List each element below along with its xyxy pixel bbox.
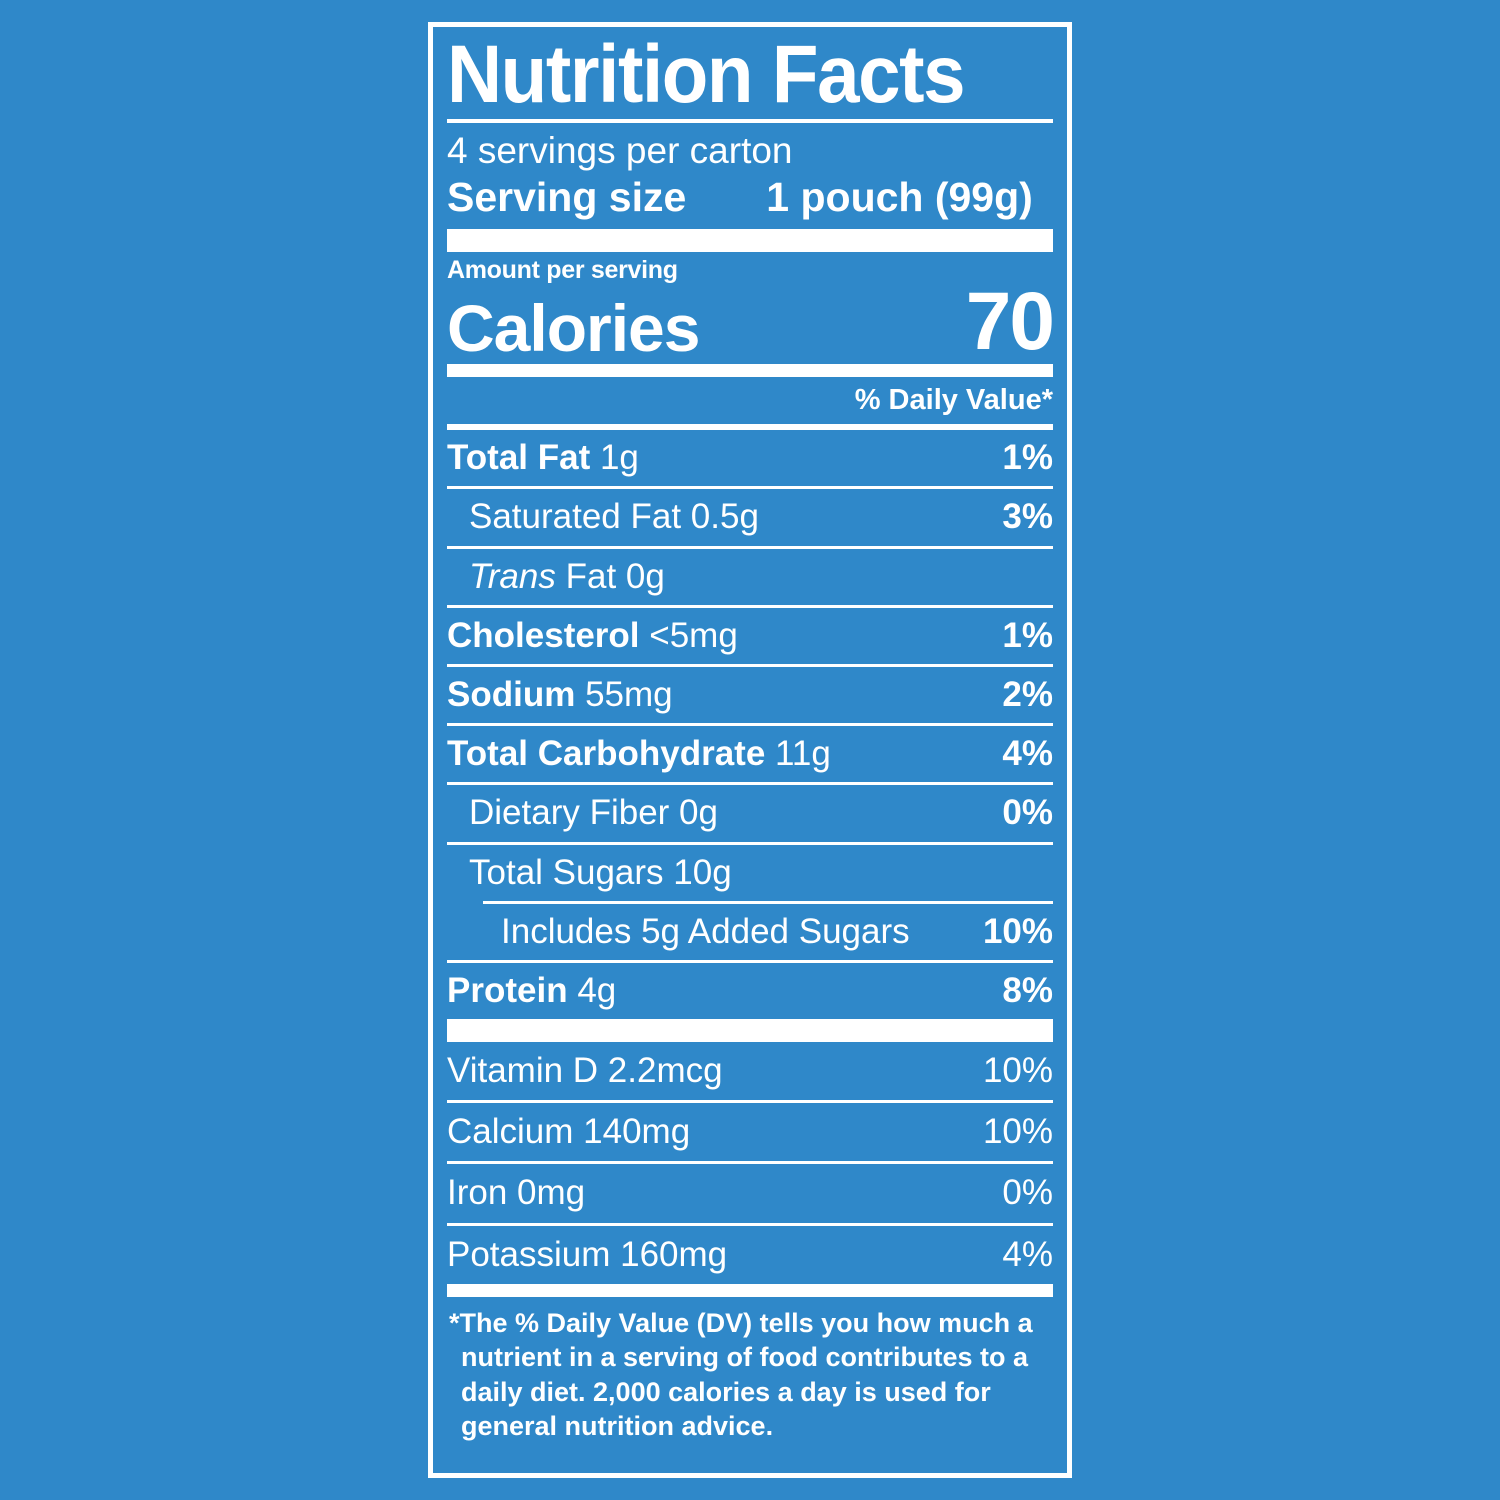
row-cholesterol: Cholesterol <5mg 1% (447, 608, 1053, 664)
row-trans-fat: Trans Fat 0g (447, 549, 1053, 605)
row-protein-amount: 4g (577, 970, 617, 1010)
row-vitamin-d-dv: 10% (982, 1051, 1053, 1091)
row-sodium-amount: 55mg (585, 674, 673, 714)
row-protein-name: Protein (447, 970, 568, 1010)
row-dietary-fiber-dv: 0% (1002, 793, 1053, 833)
row-cholesterol-name: Cholesterol (447, 615, 640, 655)
serving-size-value: 1 pouch (99g) (766, 174, 1033, 221)
row-total-fat-name: Total Fat (447, 438, 591, 478)
row-total-fat-label: Total Fat 1g (447, 438, 639, 477)
row-total-carbohydrate-amount: 11g (775, 734, 831, 774)
calories-row: Calories 70 (447, 276, 1055, 368)
row-potassium: Potassium 160mg 4% (447, 1226, 1053, 1284)
row-divider (447, 545, 1053, 549)
title-divider (447, 119, 1053, 124)
row-divider (447, 782, 1053, 786)
row-added-sugars-label: Includes 5g Added Sugars (501, 911, 910, 951)
row-total-carbohydrate-label: Total Carbohydrate 11g (447, 734, 831, 773)
row-potassium-dv: 4% (1002, 1234, 1053, 1274)
calories-value: 70 (965, 276, 1055, 368)
row-sodium: Sodium 55mg 2% (447, 667, 1053, 723)
row-iron-dv: 0% (1002, 1173, 1053, 1213)
row-calcium-dv: 10% (982, 1112, 1053, 1152)
row-sodium-dv: 2% (1002, 674, 1053, 714)
daily-value-header: % Daily Value* (854, 383, 1053, 416)
row-calcium-label: Calcium 140mg (447, 1112, 691, 1152)
row-trans-fat-label: Trans Fat 0g (469, 557, 665, 596)
row-divider (447, 1100, 1053, 1104)
row-divider-indented (483, 900, 1053, 904)
row-saturated-fat-dv: 3% (1002, 497, 1053, 537)
row-total-carbohydrate-dv: 4% (1002, 734, 1053, 774)
serving-size-row: Serving size 1 pouch (99g) (447, 174, 1053, 229)
row-divider (447, 486, 1053, 490)
row-total-fat-amount: 1g (599, 438, 639, 478)
bottom-spacer (447, 1450, 1053, 1473)
row-added-sugars-dv: 10% (982, 911, 1053, 951)
row-vitamin-d: Vitamin D 2.2mcg 10% (447, 1042, 1053, 1100)
row-sodium-label: Sodium 55mg (447, 675, 673, 714)
row-cholesterol-amount: <5mg (649, 615, 738, 655)
row-cholesterol-dv: 1% (1002, 615, 1053, 655)
row-cholesterol-label: Cholesterol <5mg (447, 616, 738, 655)
thick-divider-top (447, 228, 1053, 252)
row-total-sugars-label: Total Sugars 10g (469, 852, 732, 892)
row-protein-dv: 8% (1002, 970, 1053, 1010)
row-potassium-label: Potassium 160mg (447, 1234, 728, 1274)
row-divider (447, 1222, 1053, 1226)
row-saturated-fat: Saturated Fat 0.5g 3% (447, 489, 1053, 545)
row-divider (447, 663, 1053, 667)
thick-divider-footnote (447, 1283, 1053, 1297)
row-divider (447, 604, 1053, 608)
row-iron: Iron 0mg 0% (447, 1164, 1053, 1222)
nutrition-facts-body: Nutrition Facts 4 servings per carton Se… (433, 27, 1067, 1473)
row-dietary-fiber: Dietary Fiber 0g 0% (447, 785, 1053, 841)
row-divider (447, 1161, 1053, 1165)
row-total-carbohydrate-name: Total Carbohydrate (447, 734, 766, 774)
row-vitamin-d-label: Vitamin D 2.2mcg (447, 1051, 723, 1091)
row-total-sugars: Total Sugars 10g (447, 845, 1053, 901)
serving-size-label: Serving size (447, 174, 687, 221)
row-protein-label: Protein 4g (447, 971, 616, 1010)
row-total-fat: Total Fat 1g 1% (447, 430, 1053, 486)
row-total-fat-dv: 1% (1002, 438, 1053, 478)
row-total-carbohydrate: Total Carbohydrate 11g 4% (447, 726, 1053, 782)
nutrition-facts-panel: Nutrition Facts 4 servings per carton Se… (428, 22, 1072, 1478)
daily-value-footnote: *The % Daily Value (DV) tells you how mu… (449, 1307, 1033, 1442)
row-sodium-name: Sodium (447, 674, 576, 714)
row-added-sugars: Includes 5g Added Sugars 10% (447, 904, 1053, 960)
servings-per-container: 4 servings per carton (447, 130, 793, 172)
page-title: Nutrition Facts (447, 29, 966, 120)
thick-divider-micronutrients (447, 1019, 1053, 1043)
row-divider (447, 841, 1053, 845)
row-dietary-fiber-label: Dietary Fiber 0g (469, 793, 718, 833)
row-iron-label: Iron 0mg (447, 1173, 586, 1213)
row-trans-fat-italic: Trans (469, 556, 556, 596)
thick-divider-calories (447, 363, 1053, 377)
row-divider (447, 959, 1053, 963)
calories-label: Calories (447, 290, 700, 365)
row-saturated-fat-label: Saturated Fat 0.5g (469, 497, 759, 537)
row-calcium: Calcium 140mg 10% (447, 1103, 1053, 1161)
row-trans-fat-rest: Fat 0g (565, 556, 665, 596)
amount-per-serving-label: Amount per serving (447, 255, 678, 284)
daily-value-divider (447, 424, 1053, 431)
row-protein: Protein 4g 8% (447, 963, 1053, 1019)
row-divider (447, 723, 1053, 727)
